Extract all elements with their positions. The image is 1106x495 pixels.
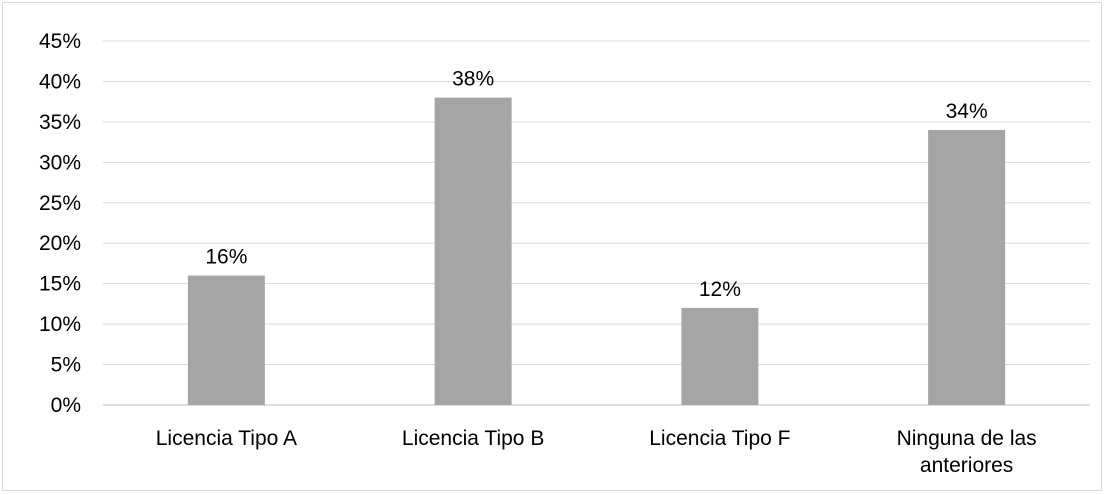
y-tick-label: 5% [51,354,81,377]
bar [681,307,759,405]
x-axis: Licencia Tipo A Licencia Tipo B Licencia T… [156,427,1037,477]
y-tick-label: 30% [39,151,81,174]
data-label: 16% [205,246,247,269]
x-tick-label: Licencia Tipo A [156,427,297,450]
y-tick-label: 40% [39,70,81,93]
x-tick-label: Licencia Tipo F [649,427,790,450]
bar [928,129,1006,405]
data-labels: 16% 38% 12% 34% [205,68,987,301]
y-axis: 0% 5% 10% 15% 20% 25% 30% 35% 40% 45% [39,30,81,417]
y-tick-label: 15% [39,273,81,296]
y-tick-label: 35% [39,111,81,134]
y-tick-label: 45% [39,30,81,53]
data-label: 34% [946,100,988,123]
bar [434,97,512,405]
bars [187,97,1006,405]
bar [187,275,265,405]
y-tick-label: 20% [39,232,81,255]
y-tick-label: 0% [51,394,81,417]
y-tick-label: 10% [39,313,81,336]
x-tick-label: Licencia Tipo B [402,427,544,450]
y-tick-label: 25% [39,192,81,215]
data-label: 38% [452,68,494,91]
gridlines [103,40,1090,406]
data-label: 12% [699,278,741,301]
x-tick-label: Ninguna de las anteriores [897,427,1037,477]
